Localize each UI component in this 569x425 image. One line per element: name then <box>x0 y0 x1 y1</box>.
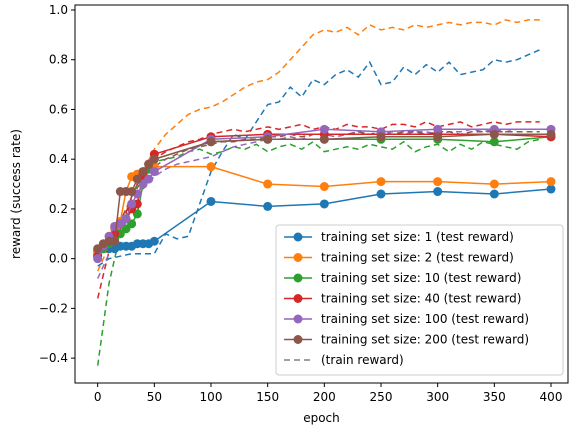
x-tick-label: 300 <box>426 390 449 404</box>
y-tick-label: 1.0 <box>49 3 68 17</box>
test-reward-point <box>376 189 386 199</box>
x-tick-label: 200 <box>313 390 336 404</box>
test-reward-point <box>433 187 443 197</box>
test-reward-point <box>127 199 137 209</box>
test-reward-point <box>206 162 216 172</box>
legend-label: training set size: 10 (test reward) <box>321 271 521 285</box>
y-tick-label: 0.6 <box>49 102 68 116</box>
legend-marker <box>293 232 303 242</box>
test-reward-point <box>433 124 443 134</box>
test-reward-point <box>546 184 556 194</box>
x-axis-title: epoch <box>303 411 340 425</box>
test-reward-point <box>319 134 329 144</box>
legend-label: (train reward) <box>321 353 404 367</box>
y-tick-label: 0.2 <box>49 202 68 216</box>
x-tick-label: 150 <box>256 390 279 404</box>
legend-marker <box>293 253 303 262</box>
test-reward-point <box>319 124 329 134</box>
legend-label: training set size: 200 (test reward) <box>321 333 529 347</box>
test-reward-point <box>376 177 386 187</box>
test-reward-point <box>127 187 137 197</box>
x-tick-label: 400 <box>540 390 563 404</box>
x-tick-label: 100 <box>200 390 223 404</box>
train-reward-line-series-2 <box>97 19 540 272</box>
y-axis-title: reward (success rate) <box>9 129 23 259</box>
test-reward-point <box>433 177 443 187</box>
test-reward-point <box>489 129 499 139</box>
y-tick-label: −0.4 <box>39 351 68 365</box>
test-reward-point <box>132 174 142 184</box>
test-reward-point <box>263 201 273 211</box>
series-layer <box>93 19 556 366</box>
legend-marker <box>293 314 303 324</box>
x-tick-label: 250 <box>370 390 393 404</box>
y-tick-label: 0.4 <box>49 152 68 166</box>
test-reward-point <box>319 182 329 192</box>
axes-layer: 0 50 100 150 200 250 300 350 400 −0.4 −0.2 0.0 0.2 0.… <box>39 3 563 404</box>
y-tick-label: 0.8 <box>49 53 68 67</box>
legend-label: training set size: 1 (test reward) <box>321 230 514 244</box>
train-reward-line-series-3 <box>96 138 540 366</box>
legend-label: training set size: 40 (test reward) <box>321 292 521 306</box>
legend-box <box>275 224 564 376</box>
x-tick-label: 0 <box>94 390 102 404</box>
legend: training set size: 1 (test reward) traini… <box>275 224 564 376</box>
test-reward-point <box>263 134 273 144</box>
test-reward-point <box>263 179 273 189</box>
legend-marker <box>293 335 303 344</box>
plot-frame <box>74 4 569 384</box>
test-reward-point <box>376 132 386 142</box>
test-reward-point <box>206 196 216 206</box>
test-reward-point <box>149 154 159 164</box>
test-reward-point <box>433 132 443 142</box>
test-reward-point <box>149 236 159 246</box>
test-reward-point <box>546 177 556 187</box>
test-reward-point <box>138 167 148 177</box>
test-reward-point <box>110 236 120 246</box>
test-reward-point <box>546 129 556 139</box>
legend-marker <box>293 273 303 283</box>
test-reward-point <box>144 174 154 184</box>
test-reward-point <box>206 137 216 147</box>
test-reward-point <box>149 167 159 177</box>
legend-marker <box>293 294 303 303</box>
test-reward-point <box>489 189 499 199</box>
legend-label: training set size: 100 (test reward) <box>321 312 529 326</box>
test-reward-point <box>93 254 103 264</box>
test-reward-point <box>319 199 329 209</box>
y-tick-label: −0.2 <box>39 301 68 315</box>
x-tick-label: 50 <box>147 390 162 404</box>
y-tick-label: 0.0 <box>49 252 68 266</box>
train-reward-line-series-1 <box>97 49 540 267</box>
test-reward-point <box>489 137 499 147</box>
test-reward-point <box>121 214 131 224</box>
test-reward-point <box>489 179 499 189</box>
x-tick-label: 350 <box>483 390 506 404</box>
legend-label: training set size: 2 (test reward) <box>321 251 514 265</box>
